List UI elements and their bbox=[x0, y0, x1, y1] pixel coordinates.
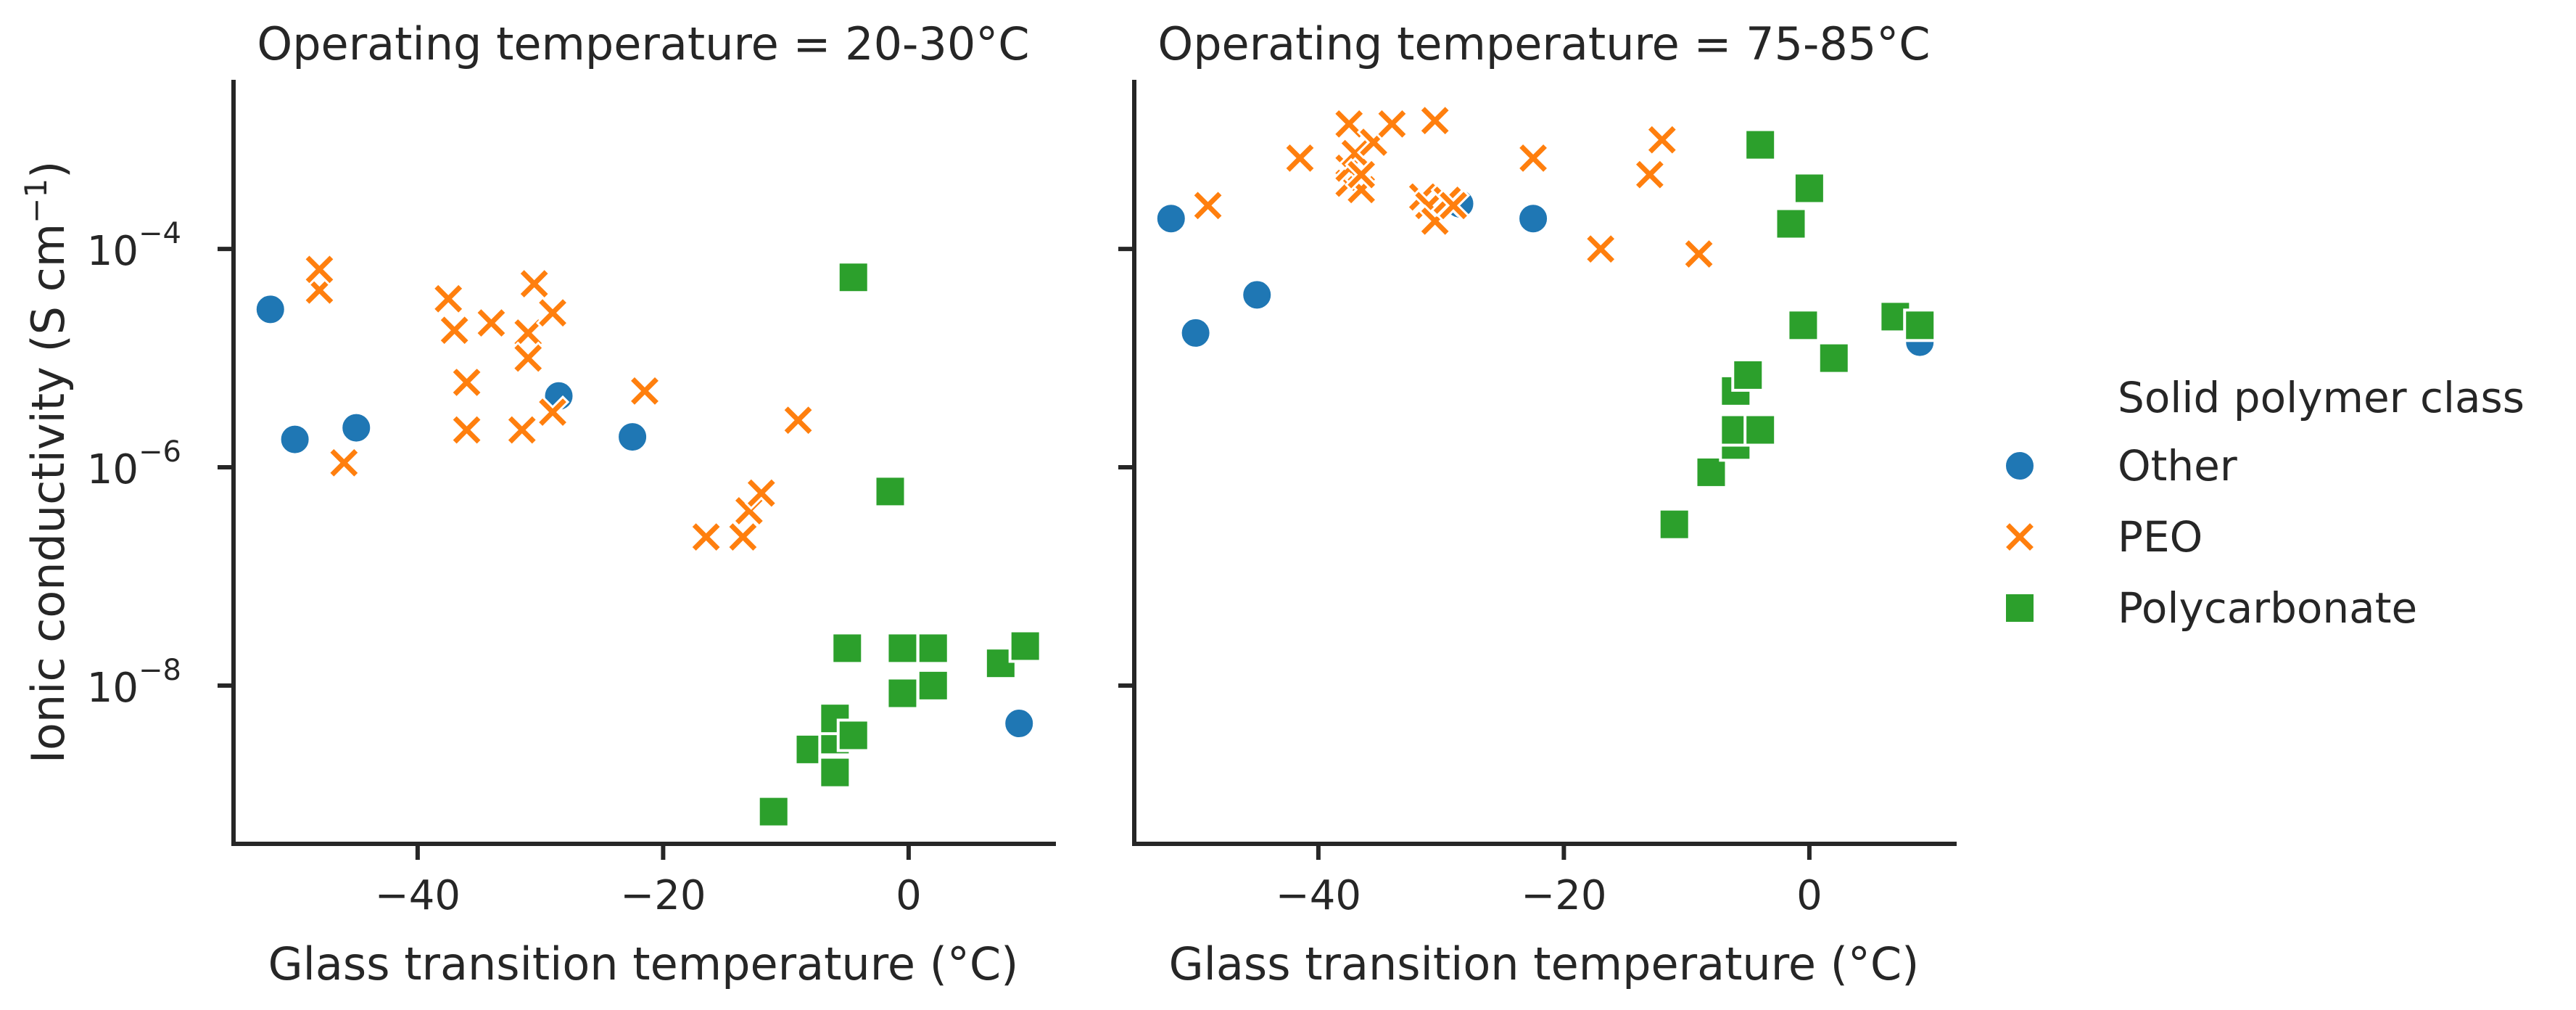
panel-left-point-peo-4 bbox=[437, 313, 471, 348]
panel-left-point-peo-10 bbox=[511, 341, 545, 375]
legend-items: Other PEO Polycarbonate bbox=[2002, 441, 2417, 633]
panel-right-x-tick-label: −40 bbox=[1276, 872, 1361, 919]
panel-left-point-peo-8 bbox=[505, 413, 539, 447]
panel-left-point-peo-16 bbox=[726, 520, 760, 554]
panel-left-point-other-5 bbox=[1002, 707, 1036, 741]
panel-left-point-peo-1 bbox=[302, 252, 337, 287]
panel-left-point-peo-5 bbox=[450, 365, 484, 400]
panel-left-point-polycarbonate-11 bbox=[916, 668, 950, 702]
y-axis-label-tail: ) bbox=[22, 161, 75, 178]
panel-right-point-polycarbonate-11 bbox=[1817, 341, 1851, 375]
panel-right-point-polycarbonate-9 bbox=[1792, 171, 1826, 205]
panel-right-point-polycarbonate-6 bbox=[1743, 413, 1778, 447]
panel-right-point-polycarbonate-1 bbox=[1694, 455, 1728, 489]
legend-title: Solid polymer class bbox=[2118, 373, 2525, 422]
panel-right-point-peo-15 bbox=[1436, 189, 1471, 223]
panel-left-point-polycarbonate-7 bbox=[836, 260, 870, 295]
panel-left-point-peo-14 bbox=[627, 374, 662, 408]
panel-left-point-polycarbonate-9 bbox=[886, 631, 920, 665]
y-axis-label-main: Ionic conductivity (S cm bbox=[22, 223, 75, 763]
panel-left-point-polycarbonate-6 bbox=[830, 631, 864, 665]
panel-left-point-peo-12 bbox=[535, 296, 570, 330]
y-axis-label: Ionic conductivity (S cm−1) bbox=[18, 161, 75, 764]
panel-left-point-peo-13 bbox=[535, 395, 570, 430]
panel-left-point-polycarbonate-2 bbox=[818, 755, 852, 789]
panel-left-point-polycarbonate-12 bbox=[886, 676, 920, 710]
panel-right-point-peo-20 bbox=[1682, 237, 1716, 271]
panel-right-x-tick-label: 0 bbox=[1796, 872, 1822, 919]
panel-left-marks bbox=[253, 252, 1042, 829]
panel-right-point-polycarbonate-7 bbox=[1743, 128, 1778, 162]
panel-left-x-tick-label: −20 bbox=[620, 872, 706, 919]
panel-left-point-other-1 bbox=[278, 422, 312, 456]
panel-left-point-peo-7 bbox=[474, 306, 508, 340]
panel-left-x-tick-label: −40 bbox=[375, 872, 461, 919]
legend-label-polycarbonate: Polycarbonate bbox=[2118, 583, 2417, 633]
y-axis-label-sup: −1 bbox=[18, 178, 54, 223]
panel-right-point-polycarbonate-10 bbox=[1786, 308, 1820, 342]
panel-right-point-peo-9 bbox=[1375, 107, 1409, 141]
legend-label-peo: PEO bbox=[2118, 512, 2203, 562]
panel-left-title: Operating temperature = 20-30°C bbox=[257, 17, 1029, 70]
panel-right-point-other-2 bbox=[1240, 278, 1274, 312]
panel-left-point-peo-6 bbox=[450, 413, 484, 447]
panel-right-point-polycarbonate-8 bbox=[1774, 207, 1808, 241]
panel-right-point-polycarbonate-13 bbox=[1903, 308, 1937, 342]
panel-right-x-tick-label: −20 bbox=[1521, 872, 1606, 919]
panel-right-ticks: −40 −20 0 bbox=[1118, 247, 1822, 919]
legend-label-other: Other bbox=[2118, 441, 2237, 490]
panel-left-point-polycarbonate-14 bbox=[1008, 629, 1042, 663]
panel-left-point-polycarbonate-0 bbox=[756, 795, 790, 829]
panel-left-point-other-4 bbox=[616, 420, 650, 454]
panel-right-point-peo-19 bbox=[1645, 123, 1679, 157]
panel-left-point-polycarbonate-13 bbox=[983, 646, 1017, 681]
panel-right-title: Operating temperature = 75-85°C bbox=[1157, 17, 1930, 70]
panel-right-point-other-0 bbox=[1154, 202, 1188, 236]
panel-left: Operating temperature = 20-30°C −40 −20 0 1… bbox=[87, 17, 1056, 990]
panel-left-point-other-2 bbox=[339, 411, 373, 445]
panel-left-point-other-0 bbox=[253, 292, 287, 327]
panel-left-x-tick-label: 0 bbox=[896, 872, 922, 919]
panel-left-point-polycarbonate-10 bbox=[916, 631, 950, 665]
panel-left-point-peo-19 bbox=[781, 403, 815, 438]
panel-left-point-peo-2 bbox=[327, 446, 361, 480]
panel-left-point-peo-9 bbox=[511, 316, 545, 350]
panel-right-point-peo-18 bbox=[1632, 157, 1667, 192]
panel-left-point-polycarbonate-5 bbox=[836, 718, 870, 752]
panel-left-point-peo-3 bbox=[432, 282, 466, 316]
panel-left-point-peo-15 bbox=[689, 520, 723, 554]
panel-right-point-peo-7 bbox=[1344, 157, 1379, 192]
legend-marker-polycarbonate bbox=[2003, 591, 2036, 625]
panel-right: Operating temperature = 75-85°C −40 −20 0 … bbox=[1118, 17, 1957, 990]
panel-right-point-peo-17 bbox=[1584, 232, 1618, 266]
panel-left-ticks: −40 −20 0 10−4 10−6 10−8 bbox=[87, 217, 922, 919]
panel-left-y-tick-label: 10−8 bbox=[87, 654, 181, 712]
panel-left-y-tick-label: 10−6 bbox=[87, 435, 181, 493]
panel-left-point-peo-18 bbox=[744, 476, 778, 510]
legend-marker-peo bbox=[2002, 520, 2037, 554]
panel-right-point-peo-0 bbox=[1191, 189, 1225, 223]
panel-right-point-peo-13 bbox=[1418, 104, 1452, 138]
panel-left-x-label: Glass transition temperature (°C) bbox=[268, 937, 1019, 990]
panel-right-point-polycarbonate-0 bbox=[1657, 507, 1691, 541]
panel-right-point-polycarbonate-5 bbox=[1731, 358, 1765, 392]
panel-left-point-peo-11 bbox=[517, 266, 551, 301]
panel-left-y-tick-label: 10−4 bbox=[87, 217, 181, 275]
legend: Solid polymer class Other PEO Polycarbonat… bbox=[2002, 373, 2525, 633]
panel-right-x-label: Glass transition temperature (°C) bbox=[1169, 937, 1920, 990]
panel-right-point-peo-1 bbox=[1283, 141, 1317, 176]
panel-right-point-other-1 bbox=[1178, 316, 1213, 350]
panel-left-point-polycarbonate-8 bbox=[873, 475, 907, 509]
panel-right-point-peo-16 bbox=[1516, 141, 1551, 176]
panel-right-marks bbox=[1154, 104, 1937, 541]
panel-right-point-other-4 bbox=[1516, 202, 1551, 236]
legend-marker-other bbox=[2003, 449, 2036, 483]
